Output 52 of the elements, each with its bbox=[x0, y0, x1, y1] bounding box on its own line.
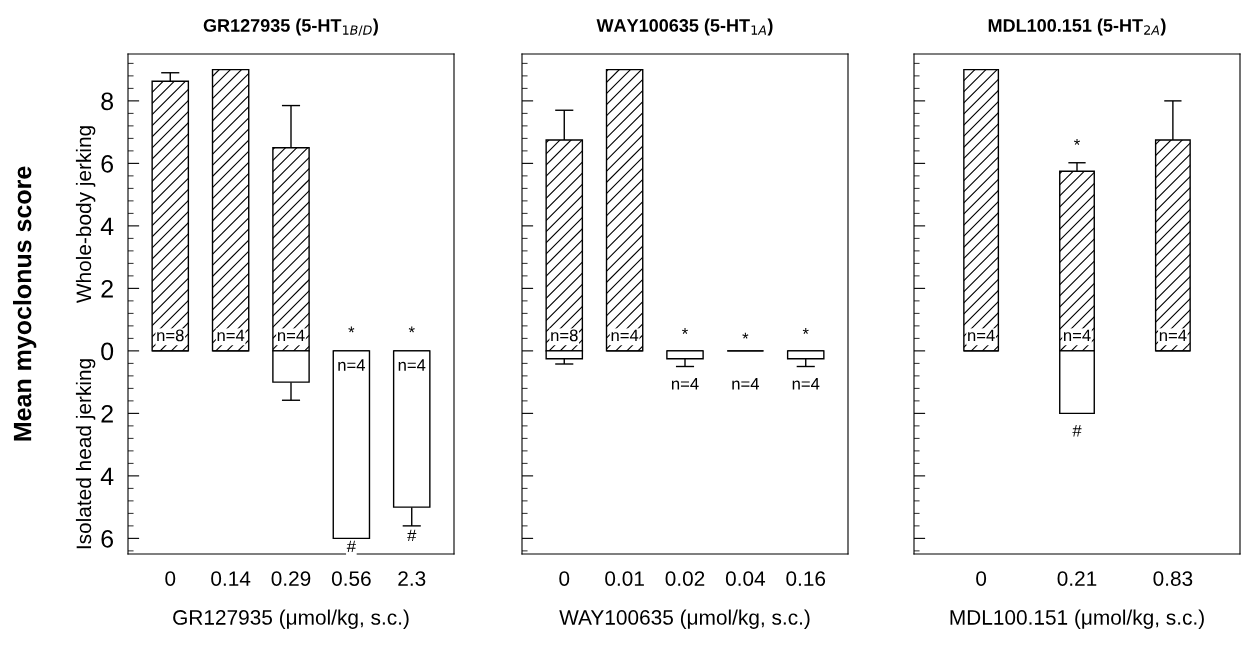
annotation: n=4 bbox=[277, 329, 305, 342]
x-tick-label: 0.56 bbox=[331, 571, 371, 586]
annotation: # bbox=[407, 529, 417, 542]
chart-title: MDL100.151 (5-HT$_{2A}$) bbox=[988, 18, 1166, 36]
y-tick-label: 2 bbox=[101, 404, 113, 423]
annotation: # bbox=[1072, 425, 1082, 437]
annotation: * bbox=[742, 332, 749, 339]
annotation: n=4 bbox=[968, 329, 995, 342]
y-tick-label: 4 bbox=[100, 467, 114, 485]
y-tick-label: 2 bbox=[101, 279, 113, 298]
annotation: * bbox=[682, 328, 688, 334]
x-tick-label: 0.02 bbox=[665, 571, 705, 586]
y-tick-label: 8 bbox=[101, 92, 114, 111]
x-tick-label: 0.01 bbox=[605, 571, 644, 586]
y-tick-label: 6 bbox=[101, 529, 114, 548]
annotation: n=4 bbox=[1063, 329, 1091, 342]
annotation: * bbox=[348, 326, 355, 333]
x-axis-title: MDL100.151 (μmol/kg, s.c.) bbox=[950, 609, 1204, 629]
annotation: n=8 bbox=[157, 329, 184, 342]
x-tick-label: 0 bbox=[976, 571, 987, 586]
annotation: n=4 bbox=[338, 359, 366, 371]
chart-title: GR127935 (5-HT$_{1B/D}$) bbox=[203, 18, 378, 36]
annotation: n=4 bbox=[671, 378, 699, 390]
x-tick-label: 0.16 bbox=[786, 571, 826, 586]
x-tick-label: 0.21 bbox=[1057, 571, 1097, 586]
chart-title: WAY100635 (5-HT$_{1A}$) bbox=[596, 18, 773, 36]
annotation: n=4 bbox=[611, 329, 639, 342]
annotation: * bbox=[802, 328, 809, 334]
x-tick-label: 0.04 bbox=[725, 571, 766, 586]
annotation: n=4 bbox=[1159, 329, 1187, 342]
annotation: n=4 bbox=[792, 378, 820, 390]
y-tick-label: 0 bbox=[101, 342, 114, 361]
x-axis-title: GR127935 (μmol/kg, s.c.) bbox=[173, 609, 409, 629]
x-tick-label: 2.3 bbox=[398, 571, 426, 586]
text: Isolated head jerking bbox=[75, 359, 96, 549]
y-tick-label: 4 bbox=[100, 217, 114, 235]
x-tick-label: 0.83 bbox=[1153, 571, 1193, 586]
annotation: # bbox=[346, 540, 356, 553]
annotation: n=4 bbox=[398, 359, 426, 371]
annotation: n=4 bbox=[732, 378, 760, 390]
x-axis-title: WAY100635 (μmol/kg, s.c.) bbox=[559, 609, 810, 629]
text: Whole-body jerking bbox=[75, 126, 96, 304]
y-axis-title: Mean myoclonus score bbox=[13, 166, 37, 441]
annotation: * bbox=[408, 326, 415, 333]
annotation: n=4 bbox=[217, 329, 245, 342]
annotation: * bbox=[1074, 139, 1080, 145]
x-tick-label: 0.14 bbox=[211, 571, 251, 586]
annotation: n=8 bbox=[551, 329, 578, 342]
x-tick-label: 0.29 bbox=[271, 571, 311, 586]
x-tick-label: 0 bbox=[559, 571, 570, 586]
x-tick-label: 0 bbox=[165, 571, 176, 586]
y-tick-label: 6 bbox=[101, 154, 114, 173]
